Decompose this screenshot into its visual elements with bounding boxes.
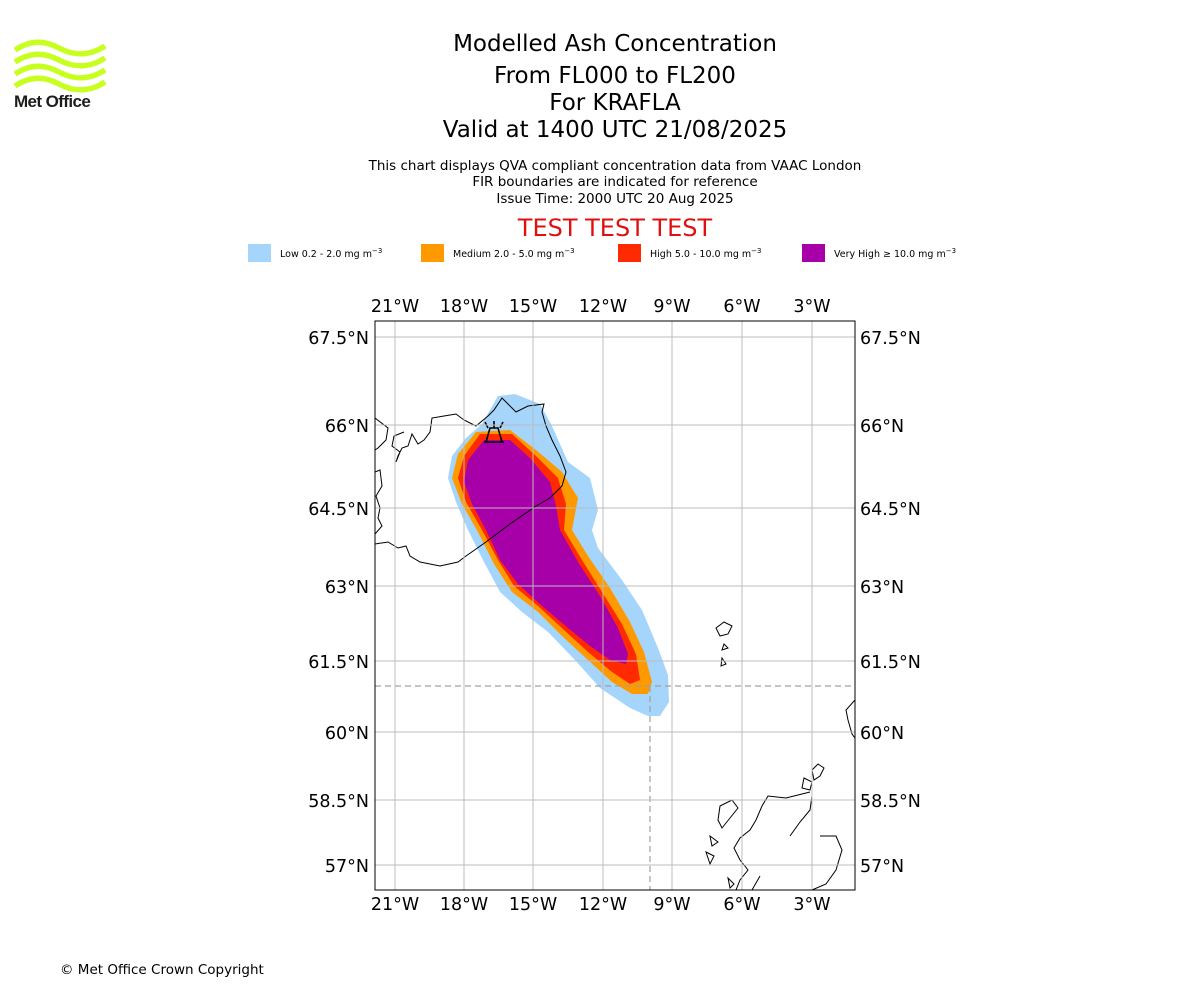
lat-tick-label: 67.5°N [308,329,369,349]
fir-boundary [375,685,855,890]
lat-tick-label: 63°N [860,578,904,598]
lat-tick-label: 61.5°N [308,653,369,673]
coastline-scotland [705,791,843,890]
test-banner: TEST TEST TEST [517,214,713,242]
lat-tick-label: 61.5°N [860,653,921,673]
lat-tick-label: 63°N [325,578,369,598]
volcano-name: For KRAFLA [549,90,681,116]
legend-swatch-low [248,244,271,262]
lon-tick-label: 18°W [440,895,488,915]
lat-tick-label: 66°N [860,417,904,437]
legend-swatch-very-high [802,244,825,262]
lon-tick-label: 3°W [793,297,830,317]
lon-ticks-top: 21°W 18°W 15°W 12°W 9°W 6°W 3°W [371,297,831,317]
lon-tick-label: 6°W [723,895,760,915]
lon-tick-label: 21°W [371,297,419,317]
lat-tick-label: 60°N [860,724,904,744]
legend-swatch-medium [421,244,444,262]
chart-note-qva: This chart displays QVA compliant concen… [368,158,862,174]
graticule [375,321,855,890]
valid-time: Valid at 1400 UTC 21/08/2025 [442,117,788,143]
lat-tick-label: 58.5°N [860,792,921,812]
met-office-wave-logo [14,39,107,93]
lon-tick-label: 9°W [653,895,690,915]
copyright-notice: © Met Office Crown Copyright [60,962,264,978]
lat-ticks-left: 67.5°N 66°N 64.5°N 63°N 61.5°N 60°N 58.5°N 57°N [308,329,369,877]
legend-label-very-high: Very High ≥ 10.0 mg m−3 [834,247,957,261]
lat-tick-label: 64.5°N [860,500,921,520]
lon-tick-label: 6°W [723,297,760,317]
lat-tick-label: 67.5°N [860,329,921,349]
lat-tick-label: 57°N [860,857,904,877]
coastline-hebrides [717,799,739,829]
coastline-faroe [715,621,733,667]
coastline-shetland [801,699,855,791]
ash-zone-very-high [464,440,628,664]
lon-tick-label: 3°W [793,895,830,915]
legend-label-medium: Medium 2.0 - 5.0 mg m−3 [453,247,575,261]
flight-level-range: From FL000 to FL200 [494,63,736,89]
chart-note-fir: FIR boundaries are indicated for referen… [472,174,758,190]
lon-tick-label: 12°W [579,297,627,317]
lon-tick-label: 15°W [509,297,557,317]
lat-ticks-right: 67.5°N 66°N 64.5°N 63°N 61.5°N 60°N 58.5°N 57°N [860,329,921,877]
chart-title: Modelled Ash Concentration [453,31,777,57]
lon-ticks-bottom: 21°W 18°W 15°W 12°W 9°W 6°W 3°W [371,895,831,915]
lat-tick-label: 66°N [325,417,369,437]
lon-tick-label: 12°W [579,895,627,915]
legend-label-high: High 5.0 - 10.0 mg m−3 [650,247,762,261]
logo-text: Met Office [14,92,91,111]
lon-tick-label: 21°W [371,895,419,915]
issue-time: Issue Time: 2000 UTC 20 Aug 2025 [496,191,734,207]
lat-tick-label: 64.5°N [308,500,369,520]
lat-tick-label: 58.5°N [308,792,369,812]
legend-label-low: Low 0.2 - 2.0 mg m−3 [280,247,383,261]
lon-tick-label: 15°W [509,895,557,915]
legend-swatch-high [618,244,641,262]
lat-tick-label: 60°N [325,724,369,744]
lat-tick-label: 57°N [325,857,369,877]
lon-tick-label: 9°W [653,297,690,317]
map-frame [374,320,856,891]
lon-tick-label: 18°W [440,297,488,317]
